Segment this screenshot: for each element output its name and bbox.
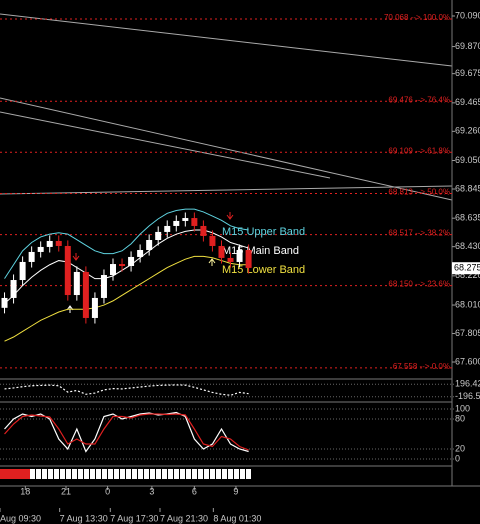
signal-strip-red — [0, 469, 30, 479]
current-price-box — [452, 262, 480, 275]
candle-body — [146, 240, 153, 251]
time-label: Aug 09:30 — [0, 513, 41, 523]
candle-body — [209, 235, 216, 246]
candle-body — [200, 225, 207, 236]
y-tick-label: 67.805 — [455, 328, 480, 338]
band-line — [4, 229, 249, 305]
candle-body — [182, 218, 189, 221]
candle-body — [19, 261, 26, 281]
fib-label: 67.558 --> 0.0% — [393, 362, 450, 371]
x-tick-label: 3 — [149, 486, 154, 496]
candle-body — [10, 280, 17, 298]
x-tick-label: 6 — [192, 486, 197, 496]
y-tick-label: 69.465 — [455, 97, 480, 107]
x-tick-label: 0 — [105, 486, 110, 496]
y-tick-label: 68.845 — [455, 183, 480, 193]
time-label: 7 Aug 17:30 — [110, 513, 158, 523]
buy-arrow — [66, 305, 74, 313]
candle-body — [227, 257, 234, 262]
fib-label: 70.068 --> 100.0% — [384, 13, 450, 22]
band-line — [4, 208, 249, 279]
candle-body — [218, 245, 225, 258]
trend-line — [0, 185, 453, 195]
time-label: 8 Aug 01:30 — [213, 513, 261, 523]
candle-body — [119, 264, 126, 266]
y-tick-label: 67.600 — [455, 356, 480, 366]
candle-body — [236, 250, 243, 262]
candle-body — [137, 250, 144, 257]
band-label: M15 Upper Band — [222, 226, 305, 238]
y-tick-label: 69.870 — [455, 41, 480, 51]
x-tick-label: 9 — [233, 486, 238, 496]
fib-label: 68.517 --> 38.2% — [388, 229, 450, 238]
y-tick-label: 68.220 — [455, 270, 480, 280]
candle-body — [64, 245, 71, 296]
trend-line — [0, 111, 331, 179]
trend-line — [0, 13, 453, 67]
y-tick-label: 68.430 — [455, 241, 480, 251]
candle-body — [191, 218, 198, 226]
fib-label: 68.150 --> 23.6% — [388, 280, 450, 289]
y-tick-label: 69.050 — [455, 155, 480, 165]
buy-arrow — [208, 258, 216, 266]
y-tick-label: 68.635 — [455, 213, 480, 223]
signal-strip-white — [30, 469, 252, 479]
y-tick-label: 68.010 — [455, 299, 480, 309]
candle-body — [28, 251, 35, 262]
candle-body — [245, 250, 252, 268]
y-tick-label: 100 — [455, 403, 470, 413]
candle-body — [82, 271, 89, 318]
band-label: M15 Lower Band — [222, 264, 305, 276]
y-tick-label: 70.090 — [455, 10, 480, 20]
y-tick-label: 20 — [455, 443, 465, 453]
candle-body — [110, 264, 116, 276]
y-tick-label: 0 — [455, 453, 460, 463]
x-tick-label: 21 — [61, 486, 71, 496]
candle-body — [164, 225, 171, 232]
x-tick-label: 18 — [20, 486, 30, 496]
indicator-line — [4, 413, 249, 451]
current-price-label: 68.275 — [454, 263, 480, 273]
candle-body — [128, 256, 135, 266]
y-tick-label: 69.260 — [455, 126, 480, 136]
band-label: M15 Main Band — [222, 245, 299, 257]
fib-label: 69.109 --> 61.8% — [388, 146, 450, 155]
y-tick-label: -196.54 — [455, 391, 480, 401]
fib-label: 69.476 --> 76.4% — [388, 95, 450, 104]
time-label: 7 Aug 21:30 — [160, 513, 208, 523]
sell-arrow — [72, 253, 80, 261]
trend-line — [0, 97, 453, 201]
band-line — [4, 255, 249, 342]
candle-body — [173, 220, 180, 226]
candle-body — [55, 240, 62, 246]
y-tick-label: 69.675 — [455, 68, 480, 78]
candle-body — [46, 240, 53, 247]
sell-arrow — [226, 212, 234, 220]
y-tick-label: 80 — [455, 413, 465, 423]
candle-body — [91, 297, 98, 318]
candle-body — [73, 271, 80, 296]
candle-body — [155, 231, 162, 241]
candle-body — [1, 297, 8, 308]
candle-body — [100, 275, 107, 298]
y-tick-label: 196.425 — [455, 379, 480, 389]
fib-label: 68.813 --> 50.0% — [388, 188, 450, 197]
candle-body — [37, 246, 44, 252]
time-label: 7 Aug 13:30 — [60, 513, 108, 523]
indicator-line — [4, 384, 249, 396]
